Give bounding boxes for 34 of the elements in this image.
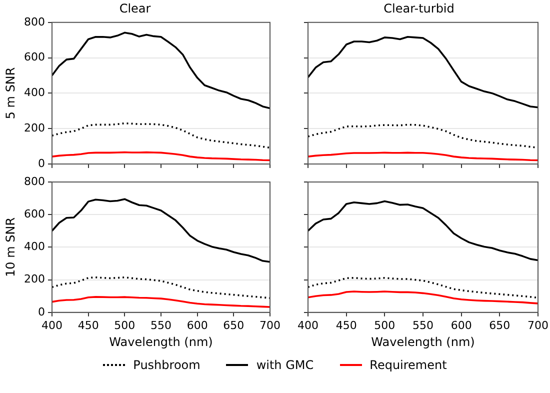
x-tick-label: 500 [114,318,136,332]
y-tick-label: 800 [24,174,45,188]
x-tick-label: 550 [150,318,172,332]
y-tick-label: 200 [24,121,45,134]
y-tick-label: 600 [24,207,45,220]
line-series [52,276,270,299]
x-axis-title: Wavelength (nm) [371,334,475,349]
y-tick-label: 400 [24,240,45,254]
x-tick-label: 450 [78,318,99,332]
y-tick-label: 0 [38,156,45,170]
y-tick-label: 0 [38,305,45,318]
y-axis-title: 10 m SNR [3,217,18,277]
x-tick-label: 700 [260,318,280,332]
x-tick-label: 700 [528,318,548,332]
x-tick-label: 650 [223,318,244,332]
line-series [52,122,270,149]
x-tick-label: 550 [412,318,434,332]
chart-title: Clear [119,1,151,16]
y-tick-label: 200 [24,272,45,286]
x-tick-label: 650 [489,318,510,332]
x-tick-label: 600 [186,318,208,332]
y-tick-label: 600 [24,50,45,64]
x-axis-title: Wavelength (nm) [109,334,213,349]
x-tick-label: 600 [450,318,472,332]
x-tick-label: 500 [374,318,396,332]
x-tick-label: 400 [298,318,318,332]
legend-label: Pushbroom [133,358,200,372]
chart-title: Clear-turbid [384,1,454,16]
x-tick-label: 450 [336,318,357,332]
y-tick-label: 800 [24,15,45,28]
y-tick-label: 400 [24,86,45,100]
legend-label: with GMC [256,358,314,372]
y-axis-title: 5 m SNR [3,67,18,120]
legend-label: Requirement [370,358,447,372]
